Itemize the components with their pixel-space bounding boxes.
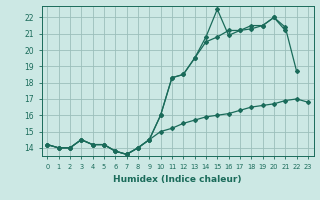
X-axis label: Humidex (Indice chaleur): Humidex (Indice chaleur)	[113, 175, 242, 184]
